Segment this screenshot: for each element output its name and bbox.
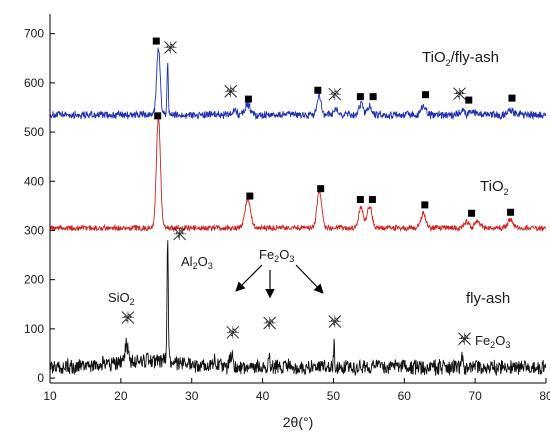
anatase-marker xyxy=(468,209,476,217)
series-line-2 xyxy=(49,240,547,376)
y-tick-label: 100 xyxy=(24,322,44,336)
x-axis-title: 2θ(°) xyxy=(283,414,314,430)
anatase-marker xyxy=(314,86,322,94)
anatase-marker xyxy=(368,195,376,203)
y-tick-label: 0 xyxy=(37,371,44,385)
x-tick-label: 80 xyxy=(539,389,550,403)
x-tick-label: 70 xyxy=(468,389,482,403)
x-tick-label: 20 xyxy=(114,389,128,403)
anatase-marker xyxy=(508,94,516,102)
anatase-marker xyxy=(246,192,254,200)
y-tick-label: 200 xyxy=(24,273,44,287)
x-tick-label: 60 xyxy=(398,389,412,403)
arrow-fe2o3-right xyxy=(295,264,324,294)
anatase-marker xyxy=(317,185,325,193)
anatase-marker xyxy=(356,93,364,101)
anatase-marker xyxy=(369,93,377,101)
series-label-tio2: TiO2 xyxy=(480,178,509,197)
reference-marker xyxy=(224,84,238,98)
label-sio2: SiO2 xyxy=(108,290,135,307)
anatase-marker xyxy=(507,208,515,216)
series-line-1 xyxy=(49,118,547,233)
anatase-marker xyxy=(465,96,473,104)
reference-marker xyxy=(164,41,177,54)
reference-marker xyxy=(328,87,342,101)
reference-marker xyxy=(173,227,187,241)
y-tick-label: 400 xyxy=(24,174,44,188)
y-tick-label: 300 xyxy=(24,223,44,237)
series-label-tio2-flyash: TiO2/fly-ash xyxy=(422,49,499,68)
x-tick-label: 40 xyxy=(256,389,270,403)
y-tick-label: 700 xyxy=(24,27,44,41)
anatase-marker xyxy=(422,91,430,99)
x-tick-label: 50 xyxy=(327,389,341,403)
reference-marker xyxy=(453,87,466,101)
series-label-flyash: fly-ash xyxy=(466,290,510,307)
reference-marker xyxy=(121,311,135,324)
anatase-marker xyxy=(244,95,252,103)
reference-marker xyxy=(328,315,342,328)
anatase-marker xyxy=(356,195,364,203)
series-line-0 xyxy=(49,47,547,121)
reference-marker xyxy=(458,332,471,346)
y-tick-label: 500 xyxy=(24,125,44,139)
y-tick-label: 600 xyxy=(24,76,44,90)
arrow-fe2o3-left xyxy=(235,264,263,292)
label-fe2o3-top: Fe2O3 xyxy=(259,247,294,264)
anatase-marker xyxy=(421,201,429,209)
reference-marker xyxy=(263,316,277,330)
marker-layer xyxy=(121,37,516,346)
x-tick-label: 30 xyxy=(185,389,199,403)
tick-layer: 10 20 30 40 50 60 70 80 0 100 200 300 400 500 600 700 xyxy=(24,27,550,403)
anatase-marker xyxy=(152,37,160,45)
anatase-marker xyxy=(154,112,162,120)
label-fe2o3-right: Fe2O3 xyxy=(475,333,510,350)
x-tick-label: 10 xyxy=(43,389,57,403)
series-layer xyxy=(49,47,547,376)
reference-marker xyxy=(226,325,240,339)
label-al2o3: Al2O3 xyxy=(181,254,213,271)
